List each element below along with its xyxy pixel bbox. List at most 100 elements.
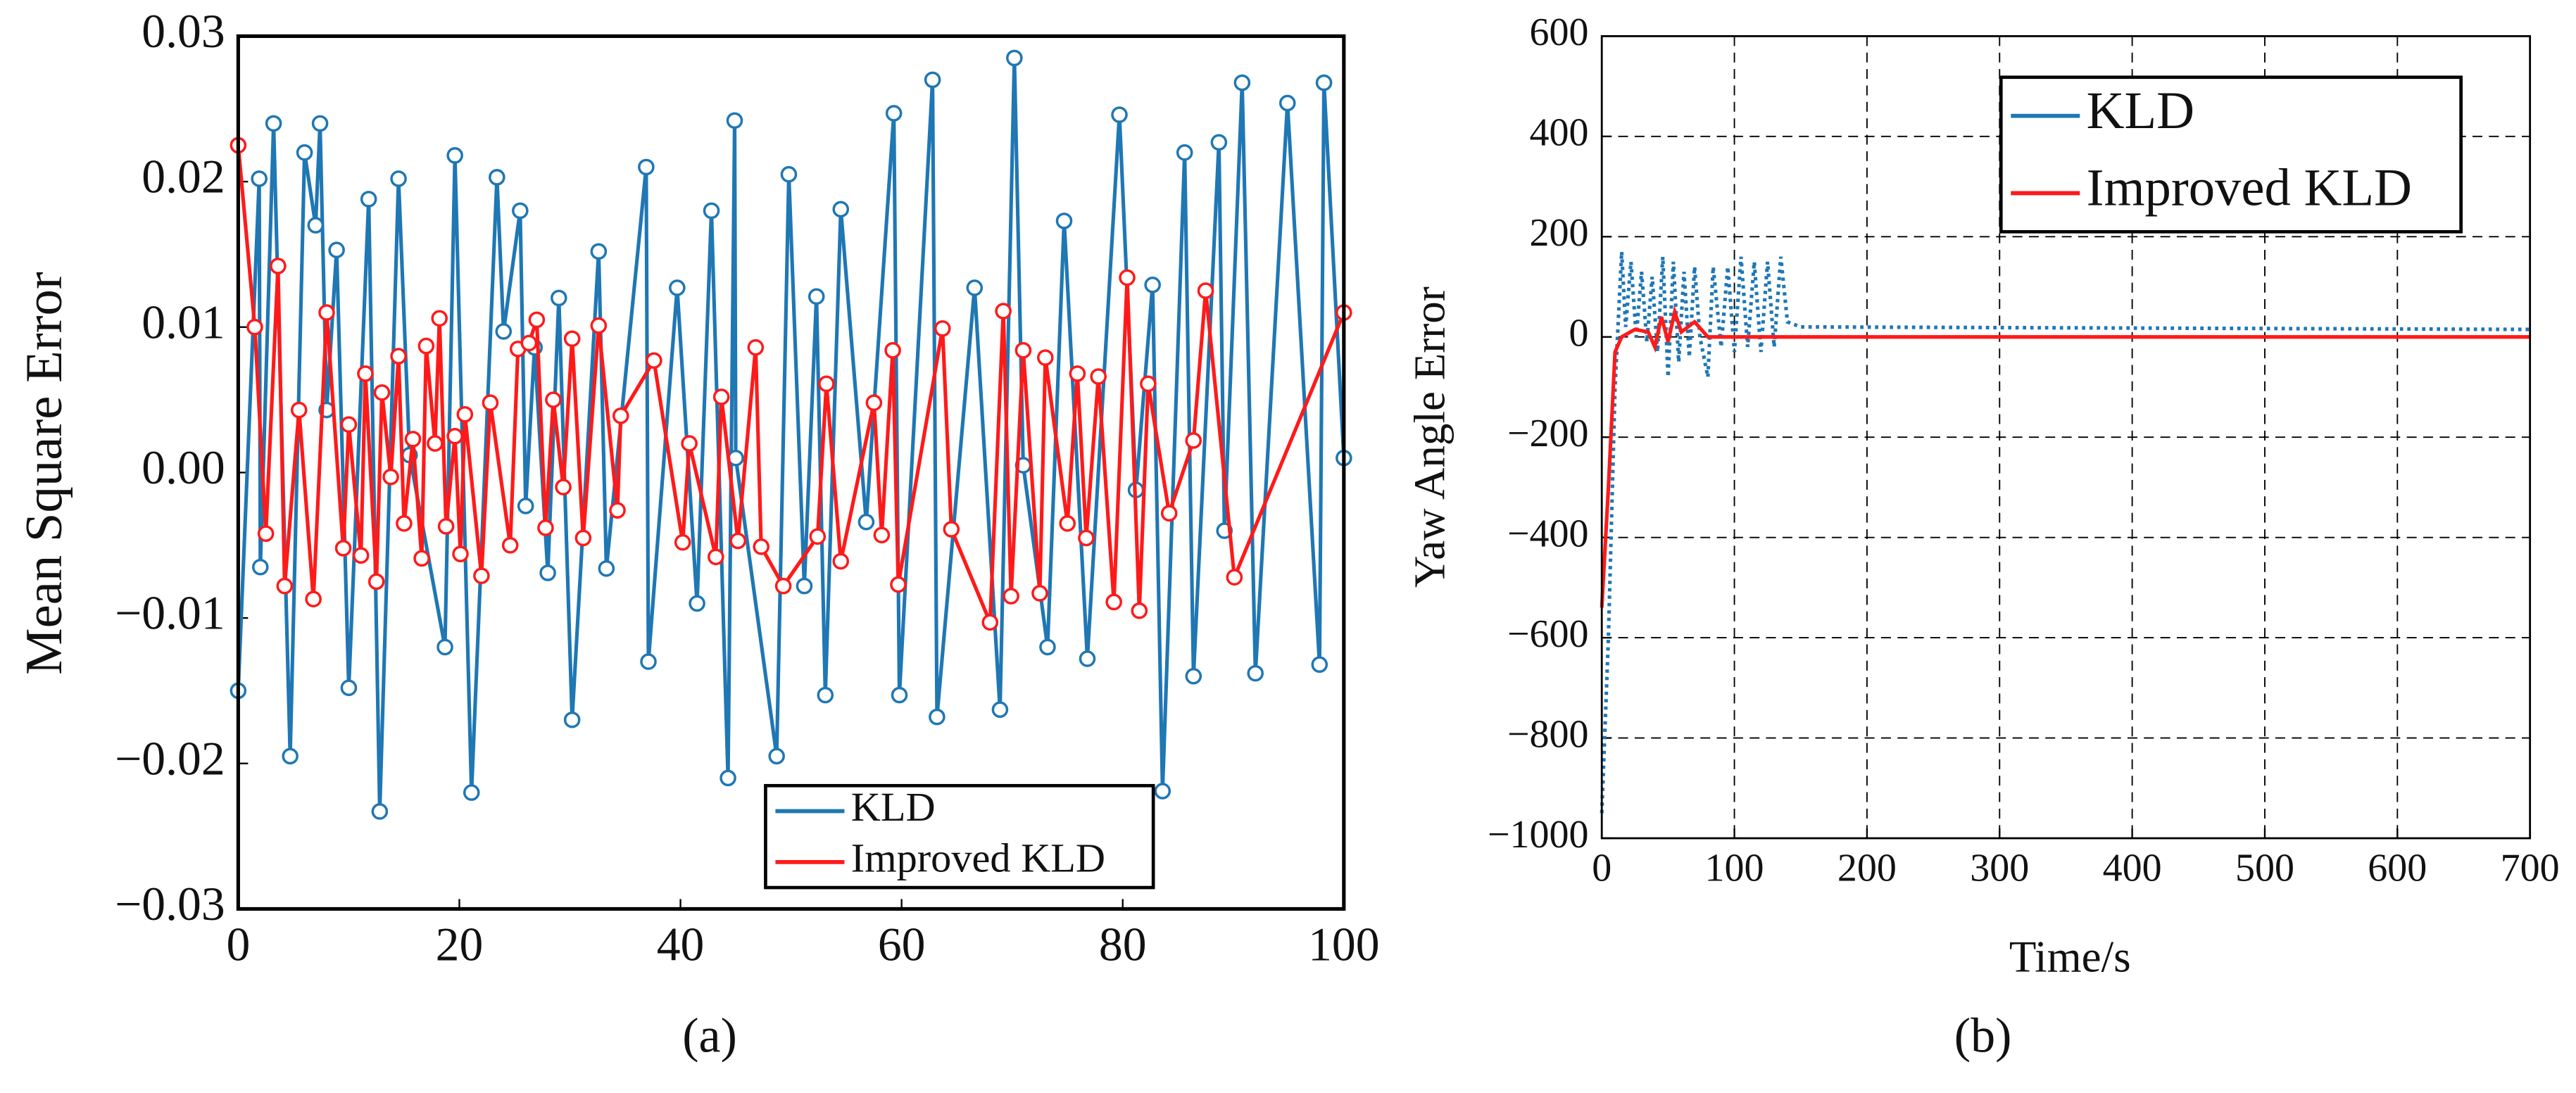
x-tick-label: 300: [1970, 847, 2029, 890]
marker: [334, 540, 352, 557]
marker: [817, 686, 834, 704]
marker: [318, 304, 335, 321]
legend-label: Improved KLD: [2087, 159, 2412, 217]
marker: [307, 217, 325, 234]
marker: [1144, 277, 1161, 293]
marker: [357, 365, 374, 382]
marker: [328, 241, 345, 258]
marker: [352, 547, 370, 564]
marker: [768, 747, 785, 765]
marker: [1226, 569, 1243, 586]
y-tick-label: −800: [1507, 712, 1589, 756]
marker: [609, 502, 626, 519]
marker: [555, 479, 572, 495]
marker: [753, 538, 769, 555]
marker: [246, 318, 263, 336]
marker: [1014, 342, 1032, 359]
x-axis-label: Time/s: [2009, 933, 2131, 982]
x-tick-label: 0: [1592, 847, 1611, 890]
marker: [1278, 94, 1296, 112]
marker: [674, 533, 691, 551]
y-tick-label: 600: [1530, 11, 1589, 54]
marker: [282, 747, 299, 765]
marker: [1131, 602, 1148, 619]
marker: [708, 548, 724, 566]
y-tick-label: −0.01: [115, 587, 225, 640]
legend-label: KLD: [2087, 82, 2194, 140]
marker: [520, 334, 538, 352]
marker: [681, 435, 698, 452]
marker: [452, 545, 469, 562]
legend-box: [764, 783, 1155, 890]
marker: [1079, 650, 1096, 667]
marker: [539, 564, 556, 581]
marker: [265, 115, 282, 132]
marker: [1069, 365, 1086, 382]
marker: [270, 258, 287, 274]
marker: [638, 158, 655, 176]
marker: [257, 525, 275, 543]
marker: [551, 289, 567, 307]
marker: [367, 573, 385, 590]
x-tick-label: 40: [657, 918, 705, 971]
legend-label: KLD: [851, 784, 936, 830]
y-tick-label: −1000: [1488, 813, 1589, 857]
marker: [340, 416, 358, 433]
marker: [774, 577, 792, 595]
marker: [1105, 593, 1122, 611]
marker: [512, 202, 529, 220]
marker: [1185, 667, 1202, 685]
marker: [574, 529, 592, 547]
y-tick-label: 200: [1530, 211, 1589, 255]
marker: [382, 468, 399, 486]
marker: [276, 577, 294, 595]
marker: [590, 243, 608, 260]
marker: [456, 405, 474, 423]
marker: [1210, 134, 1228, 151]
marker: [727, 449, 744, 467]
marker: [473, 567, 490, 584]
marker: [703, 202, 720, 220]
y-tick-label: 0.03: [142, 5, 225, 58]
marker: [943, 521, 960, 538]
y-tick-label: 0: [1569, 312, 1589, 355]
marker: [1119, 269, 1136, 286]
y-tick-label: 0.02: [142, 151, 225, 203]
marker: [1315, 74, 1333, 91]
marker: [251, 170, 268, 187]
marker: [251, 558, 269, 576]
x-tick-label: 60: [878, 918, 926, 971]
marker: [482, 394, 499, 411]
marker: [373, 384, 391, 401]
marker: [885, 105, 903, 122]
marker: [1037, 349, 1054, 366]
y-tick-label: −400: [1507, 512, 1589, 556]
y-tick-label: 0.01: [142, 296, 225, 348]
marker: [1111, 106, 1128, 123]
x-tick-label: 400: [2103, 847, 2162, 890]
marker: [934, 320, 951, 337]
marker: [1140, 375, 1157, 393]
marker: [563, 330, 581, 348]
marker: [612, 407, 629, 424]
marker: [489, 169, 505, 186]
y-axis-label: Yaw Angle Error: [1405, 286, 1455, 588]
marker: [305, 590, 322, 608]
marker: [1185, 432, 1202, 449]
y-tick-label: −200: [1507, 412, 1589, 455]
x-tick-label: 80: [1099, 918, 1147, 971]
marker: [1090, 368, 1107, 385]
x-tick-label: 600: [2368, 847, 2427, 890]
x-tick-label: 0: [226, 918, 250, 971]
marker: [1039, 638, 1056, 656]
x-tick-label: 500: [2235, 847, 2294, 890]
marker: [991, 701, 1009, 719]
marker: [1031, 585, 1048, 602]
marker: [669, 279, 686, 296]
marker: [995, 303, 1012, 320]
y-tick-label: 400: [1530, 111, 1589, 155]
marker: [371, 803, 389, 820]
marker: [832, 201, 850, 218]
marker: [729, 532, 747, 550]
marker: [981, 614, 999, 631]
